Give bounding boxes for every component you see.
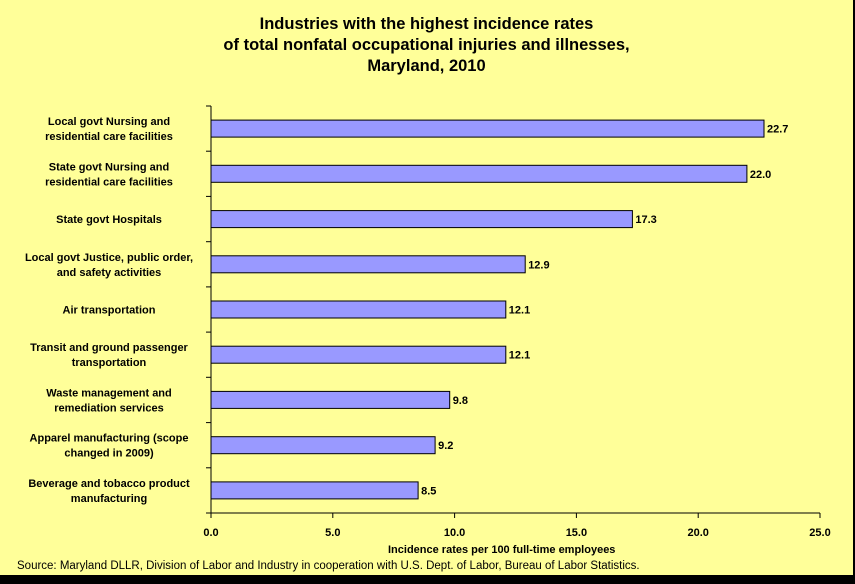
bar-3 xyxy=(210,210,633,229)
chart-title-line-2: of total nonfatal occupational injuries … xyxy=(223,36,630,54)
bar-5 xyxy=(210,300,507,319)
data-label-1: 22.7 xyxy=(767,124,788,136)
bar-1 xyxy=(210,119,765,138)
category-label-9-line-2: manufacturing xyxy=(71,493,147,505)
x-tick-label-6: 25.0 xyxy=(809,527,830,539)
category-label-1-line-2: residential care facilities xyxy=(45,131,173,143)
category-label-1-line-1: Local govt Nursing and xyxy=(48,116,170,128)
category-label-2-line-1: State govt Nursing and xyxy=(49,161,169,173)
bar-8 xyxy=(210,436,436,455)
data-label-3: 17.3 xyxy=(635,214,656,226)
x-tick-label-3: 10.0 xyxy=(444,527,465,539)
category-label-9-line-1: Beverage and tobacco product xyxy=(28,478,190,490)
data-label-7: 9.8 xyxy=(453,395,468,407)
category-label-8-line-2: changed in 2009) xyxy=(64,448,154,460)
category-label-7-line-1: Waste management and xyxy=(46,387,172,399)
category-label-8-line-1: Apparel manufacturing (scope xyxy=(30,433,189,445)
bar-2 xyxy=(210,164,748,183)
data-label-6: 12.1 xyxy=(509,350,530,362)
data-label-5: 12.1 xyxy=(509,305,530,317)
bar-4 xyxy=(210,255,526,274)
source-note: Source: Maryland DLLR, Division of Labor… xyxy=(17,560,640,572)
category-label-4-line-1: Local govt Justice, public order, xyxy=(25,252,193,264)
data-label-9: 8.5 xyxy=(421,485,436,497)
x-tick-label-5: 20.0 xyxy=(687,527,708,539)
bar-9 xyxy=(210,481,419,500)
data-label-2: 22.0 xyxy=(750,169,771,181)
category-label-7-line-2: remediation services xyxy=(54,402,163,414)
category-label-6-line-2: transportation xyxy=(72,357,147,369)
category-label-2-line-2: residential care facilities xyxy=(45,176,173,188)
x-tick-label-2: 5.0 xyxy=(325,527,340,539)
bar-6 xyxy=(210,345,507,364)
category-label-6-line-1: Transit and ground passenger xyxy=(30,342,188,354)
x-tick-label-4: 15.0 xyxy=(566,527,587,539)
data-label-4: 12.9 xyxy=(528,259,549,271)
category-label-3-line-1: State govt Hospitals xyxy=(56,214,162,226)
bar-7 xyxy=(210,390,451,409)
chart-title: Industries with the highest incidence ra… xyxy=(0,14,853,77)
chart-title-line-3: Maryland, 2010 xyxy=(367,57,486,75)
x-tick-label-1: 0.0 xyxy=(203,527,218,539)
category-label-5-line-1: Air transportation xyxy=(63,305,156,317)
x-axis-label: Incidence rates per 100 full-time employ… xyxy=(388,544,616,556)
chart-title-line-1: Industries with the highest incidence ra… xyxy=(259,15,594,33)
data-label-8: 9.2 xyxy=(438,440,453,452)
category-label-4-line-2: and safety activities xyxy=(57,267,162,279)
